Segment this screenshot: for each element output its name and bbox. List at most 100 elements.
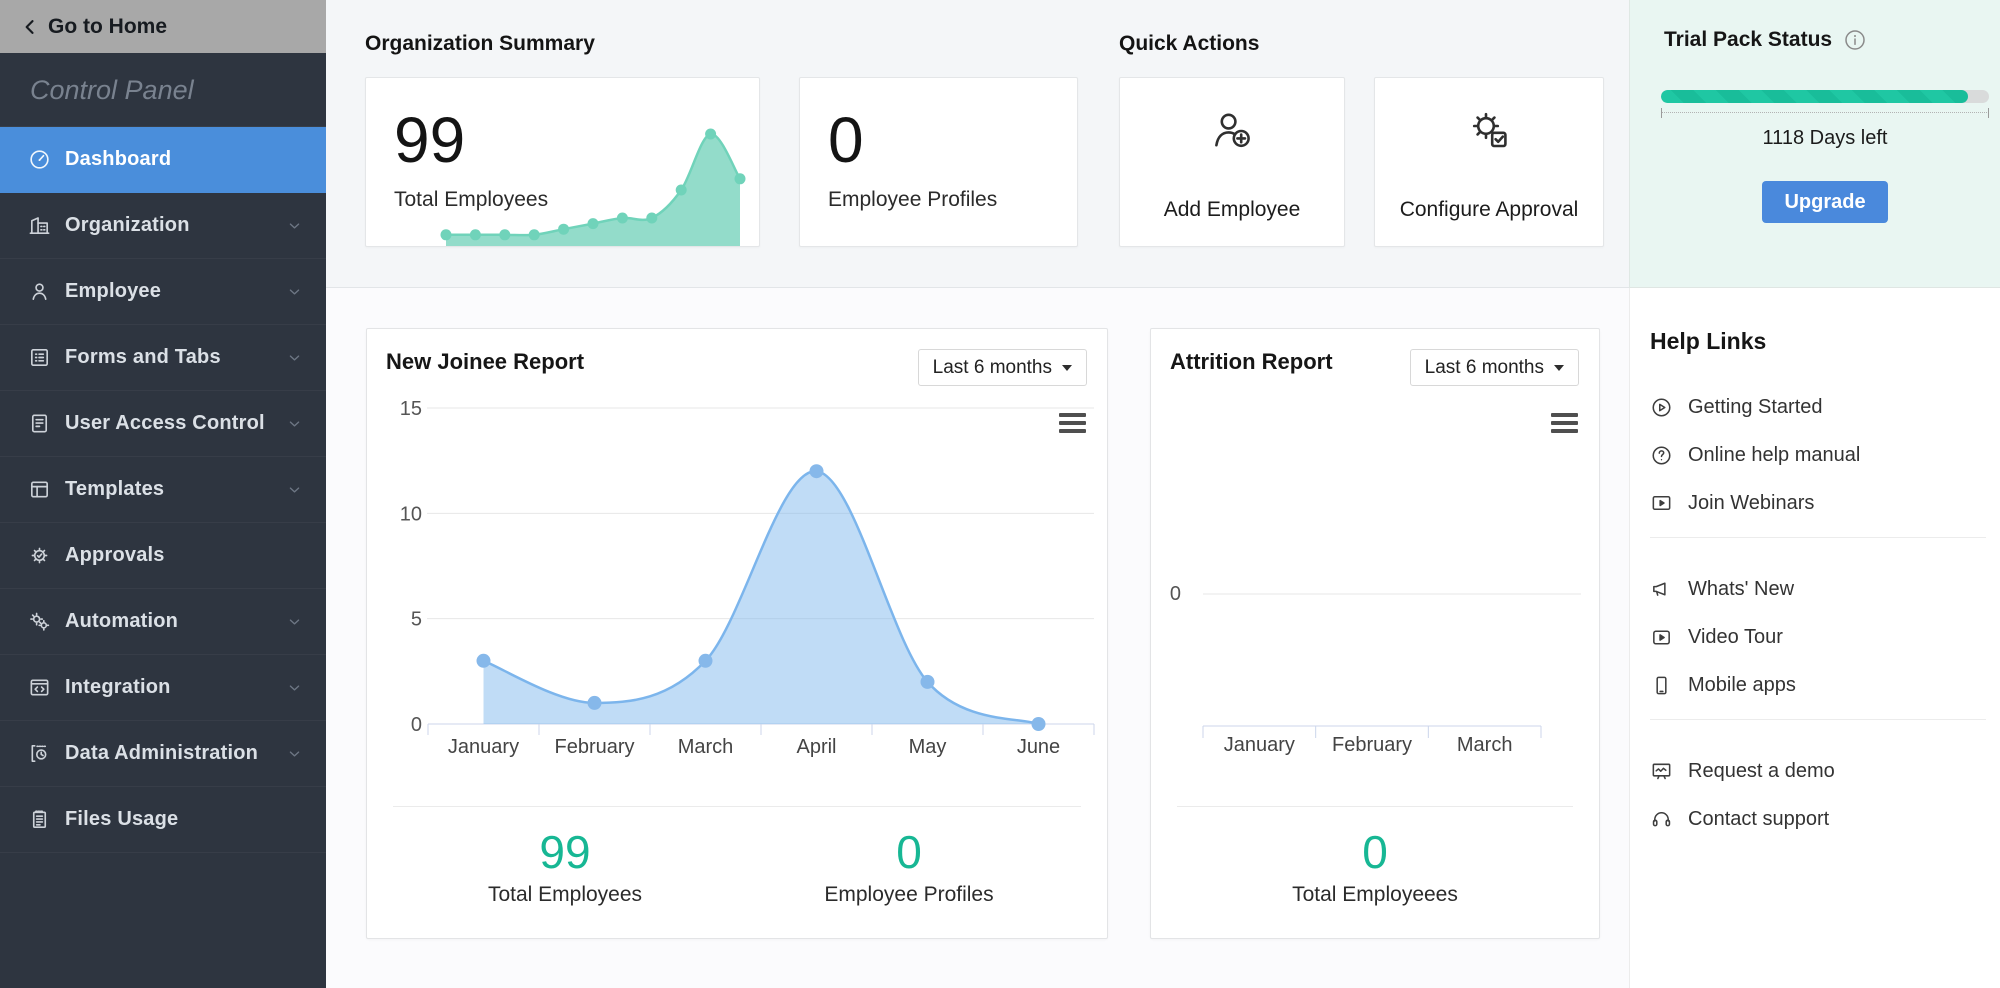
automation-icon [28, 610, 51, 633]
sidebar-item-data-administration[interactable]: Data Administration [0, 721, 326, 787]
go-to-home-label: Go to Home [48, 14, 167, 38]
sidebar-item-employee[interactable]: Employee [0, 259, 326, 325]
sidebar-item-label: Integration [65, 676, 171, 698]
total-employees-label: Total Employees [394, 188, 549, 211]
help-link-video-tour[interactable]: Video Tour [1650, 613, 1986, 661]
employee-icon [28, 280, 51, 303]
sidebar-item-approvals[interactable]: Approvals [0, 523, 326, 589]
sidebar-item-files-usage[interactable]: Files Usage [0, 787, 326, 853]
help-link-label: Join Webinars [1688, 491, 1815, 514]
go-to-home-button[interactable]: Go to Home [0, 0, 326, 53]
help-link-label: Mobile apps [1688, 673, 1796, 696]
svg-text:5: 5 [411, 609, 422, 631]
sidebar-item-templates[interactable]: Templates [0, 457, 326, 523]
sidebar-item-dashboard[interactable]: Dashboard [0, 127, 326, 193]
new-joinee-title: New Joinee Report [386, 349, 585, 374]
sidebar-item-automation[interactable]: Automation [0, 589, 326, 655]
sidebar-item-label: Dashboard [65, 148, 172, 170]
attrition-stat-total-employees: 0 Total Employeees [1177, 827, 1573, 907]
divider [1650, 537, 1986, 538]
sidebar-item-label: Templates [65, 478, 165, 500]
total-employees-sparkline [440, 128, 746, 246]
stat-value: 0 [1362, 826, 1388, 878]
configure-approval-button[interactable]: Configure Approval [1374, 77, 1604, 247]
help-link-label: Whats' New [1688, 577, 1795, 600]
help-link-request-a-demo[interactable]: Request a demo [1650, 747, 1986, 795]
new-joinee-stat-employee-profiles: 0 Employee Profiles [737, 827, 1081, 907]
help-link-label: Online help manual [1688, 443, 1861, 466]
reports-area: New Joinee Report Last 6 months 0 5 10 15 Ja… [326, 288, 1629, 988]
top-strip: Organization Summary 99 Total Employees … [326, 0, 1629, 288]
employee-profiles-value: 0 [828, 104, 864, 176]
employee-profiles-card: 0 Employee Profiles [799, 77, 1078, 247]
attrition-chart-menu-icon[interactable] [1551, 413, 1578, 433]
video-tour-icon [1650, 626, 1673, 649]
help-link-getting-started[interactable]: Getting Started [1650, 383, 1986, 431]
sidebar-item-forms-and-tabs[interactable]: Forms and Tabs [0, 325, 326, 391]
svg-text:June: June [1017, 736, 1060, 758]
stat-value: 0 [896, 826, 922, 878]
files-usage-icon [28, 808, 51, 831]
stat-label: Total Employees [487, 883, 643, 906]
sidebar-item-user-access-control[interactable]: User Access Control [0, 391, 326, 457]
online-help-icon [1650, 444, 1673, 467]
attrition-report-card: Attrition Report Last 6 months 0 January F… [1150, 328, 1600, 939]
new-joinee-range-label: Last 6 months [932, 356, 1052, 378]
help-link-label: Video Tour [1688, 625, 1783, 648]
configure-approval-label: Configure Approval [1399, 198, 1579, 221]
chevron-down-icon [287, 284, 302, 299]
caret-down-icon [1062, 364, 1072, 371]
organization-icon [28, 214, 51, 237]
trial-progress-bar [1661, 90, 1989, 103]
attrition-range-dropdown[interactable]: Last 6 months [1409, 349, 1579, 386]
help-link-mobile-apps[interactable]: Mobile apps [1650, 661, 1986, 709]
new-joinee-range-dropdown[interactable]: Last 6 months [917, 349, 1087, 386]
sidebar-item-label: User Access Control [65, 412, 265, 434]
sidebar-item-label: Automation [65, 610, 179, 632]
svg-text:0: 0 [411, 714, 422, 736]
svg-text:0: 0 [1170, 583, 1181, 605]
add-employee-button[interactable]: Add Employee [1119, 77, 1345, 247]
help-link-label: Contact support [1688, 807, 1830, 830]
dashboard-icon [28, 148, 51, 171]
help-link-whats-new[interactable]: Whats' New [1650, 565, 1986, 613]
chevron-down-icon [287, 482, 302, 497]
new-joinee-report-card: New Joinee Report Last 6 months 0 5 10 15 Ja… [366, 328, 1108, 939]
info-icon[interactable] [1844, 29, 1866, 51]
sidebar-item-label: Data Administration [65, 742, 259, 764]
mobile-apps-icon [1650, 674, 1673, 697]
stat-label: Employee Profiles [824, 883, 994, 906]
organization-summary-heading: Organization Summary [365, 32, 595, 55]
contact-support-icon [1650, 808, 1673, 831]
sidebar-item-label: Employee [65, 280, 162, 302]
stat-label: Total Employeees [1292, 883, 1458, 906]
help-link-online-help-manual[interactable]: Online help manual [1650, 431, 1986, 479]
help-links-list: Getting Started Online help manual Join We… [1650, 383, 1986, 843]
chevron-down-icon [287, 416, 302, 431]
forms-and-tabs-icon [28, 346, 51, 369]
sidebar-item-organization[interactable]: Organization [0, 193, 326, 259]
svg-text:May: May [909, 736, 947, 758]
new-joinee-chart-menu-icon[interactable] [1059, 413, 1086, 433]
add-employee-label: Add Employee [1163, 198, 1301, 221]
help-link-contact-support[interactable]: Contact support [1650, 795, 1986, 843]
getting-started-icon [1650, 396, 1673, 419]
new-joinee-stat-total-employees: 99 Total Employees [393, 827, 737, 907]
help-links-panel: Help Links Getting Started Online help ma… [1629, 288, 2000, 988]
configure-approval-icon [1375, 106, 1603, 154]
attrition-title: Attrition Report [1170, 349, 1333, 374]
svg-text:April: April [796, 736, 836, 758]
quick-actions-heading: Quick Actions [1119, 32, 1260, 55]
caret-down-icon [1554, 364, 1564, 371]
help-link-label: Getting Started [1688, 395, 1823, 418]
svg-text:15: 15 [400, 398, 422, 420]
help-link-join-webinars[interactable]: Join Webinars [1650, 479, 1986, 527]
whats-new-icon [1650, 578, 1673, 601]
upgrade-button[interactable]: Upgrade [1762, 181, 1888, 223]
chevron-down-icon [287, 680, 302, 695]
divider [1177, 806, 1573, 807]
sidebar-item-integration[interactable]: Integration [0, 655, 326, 721]
svg-text:January: January [1224, 734, 1295, 756]
svg-text:March: March [678, 736, 734, 758]
